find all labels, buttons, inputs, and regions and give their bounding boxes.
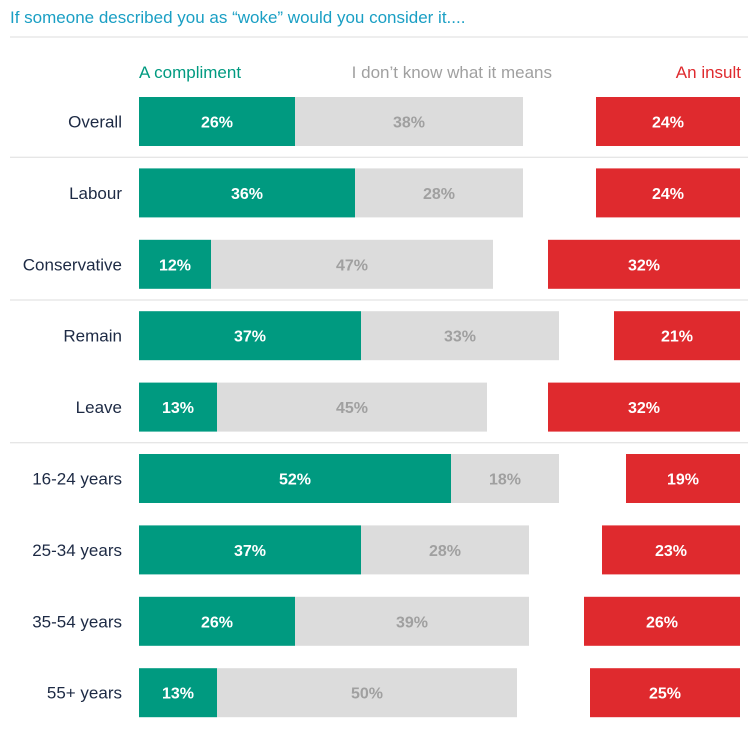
value-label-compliment: 12%: [159, 257, 191, 274]
bar-dont-know: [451, 454, 559, 503]
bar-insult: [626, 454, 740, 503]
bar-dont-know: [361, 311, 559, 361]
row-label: Leave: [76, 398, 122, 417]
value-label-dont-know: 50%: [351, 686, 383, 703]
bar-compliment: [139, 239, 211, 289]
value-label-insult: 32%: [628, 400, 660, 417]
value-label-insult: 21%: [661, 329, 693, 346]
bar-row: Remain 37% 33% 21%: [63, 311, 740, 361]
bar-row: 55+ years 13% 50% 25%: [47, 668, 740, 718]
bar-compliment: [139, 168, 355, 218]
legend-insult: An insult: [676, 63, 741, 82]
row-label: Labour: [69, 184, 122, 203]
bar-compliment: [139, 382, 217, 432]
bar-row: 16-24 years 52% 18% 19%: [32, 454, 740, 503]
bar-compliment: [139, 454, 451, 503]
value-label-compliment: 52%: [279, 472, 311, 489]
value-label-insult: 25%: [649, 686, 681, 703]
legend-compliment: A compliment: [139, 63, 241, 82]
value-label-insult: 32%: [628, 257, 660, 274]
value-label-compliment: 13%: [162, 686, 194, 703]
bar-dont-know: [217, 382, 487, 432]
bar-dont-know: [211, 239, 493, 289]
value-label-dont-know: 33%: [444, 329, 476, 346]
bar-dont-know: [295, 596, 529, 646]
bar-dont-know: [217, 668, 517, 718]
row-label: Conservative: [23, 255, 122, 274]
bar-rows: Overall 26% 38% 24% Labour 36% 28% 24% Conservat…: [10, 97, 748, 718]
bar-insult: [590, 668, 740, 718]
bar-insult: [614, 311, 740, 361]
value-label-insult: 26%: [646, 614, 678, 631]
bar-dont-know: [355, 168, 523, 218]
bar-dont-know: [295, 97, 523, 146]
bar-compliment: [139, 97, 295, 146]
bar-row: 25-34 years 37% 28% 23%: [32, 525, 740, 575]
bar-insult: [596, 97, 740, 146]
value-label-dont-know: 28%: [423, 186, 455, 203]
bar-dont-know: [361, 525, 529, 575]
value-label-insult: 19%: [667, 472, 699, 489]
bar-insult: [584, 596, 740, 646]
row-label: Overall: [68, 113, 122, 132]
bar-insult: [548, 382, 740, 432]
bar-compliment: [139, 668, 217, 718]
chart-title: If someone described you as “woke” would…: [10, 8, 465, 27]
value-label-insult: 24%: [652, 115, 684, 132]
bar-compliment: [139, 311, 361, 361]
bar-insult: [548, 239, 740, 289]
bar-row: Labour 36% 28% 24%: [69, 168, 740, 218]
bar-row: Leave 13% 45% 32%: [76, 382, 740, 432]
value-label-dont-know: 28%: [429, 543, 461, 560]
value-label-compliment: 37%: [234, 329, 266, 346]
row-label: 25-34 years: [32, 541, 122, 560]
value-label-compliment: 36%: [231, 186, 263, 203]
value-label-insult: 23%: [655, 543, 687, 560]
value-label-dont-know: 39%: [396, 614, 428, 631]
value-label-dont-know: 18%: [489, 472, 521, 489]
value-label-dont-know: 38%: [393, 115, 425, 132]
row-label: 55+ years: [47, 684, 122, 703]
value-label-compliment: 37%: [234, 543, 266, 560]
value-label-compliment: 13%: [162, 400, 194, 417]
row-label: Remain: [63, 327, 122, 346]
bar-row: Conservative 12% 47% 32%: [23, 239, 740, 289]
row-label: 16-24 years: [32, 470, 122, 489]
bar-compliment: [139, 525, 361, 575]
value-label-dont-know: 47%: [336, 257, 368, 274]
bar-insult: [596, 168, 740, 218]
value-label-dont-know: 45%: [336, 400, 368, 417]
value-label-compliment: 26%: [201, 115, 233, 132]
value-label-compliment: 26%: [201, 614, 233, 631]
bar-row: Overall 26% 38% 24%: [68, 97, 740, 146]
value-label-insult: 24%: [652, 186, 684, 203]
bar-compliment: [139, 596, 295, 646]
bar-row: 35-54 years 26% 39% 26%: [32, 596, 740, 646]
bar-insult: [602, 525, 740, 575]
legend-dont-know: I don’t know what it means: [352, 63, 552, 82]
row-label: 35-54 years: [32, 612, 122, 631]
